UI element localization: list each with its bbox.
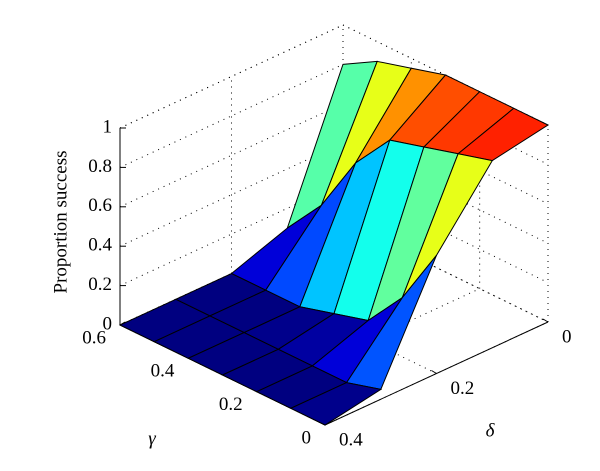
- grid-line: [342, 221, 549, 323]
- surface-patch: [289, 382, 383, 426]
- y-tick: [431, 370, 437, 374]
- y-tick: [542, 318, 549, 323]
- grid-line: [119, 63, 344, 168]
- z-tick-label: 0.6: [88, 195, 112, 216]
- z-tick-label: 0: [103, 313, 113, 334]
- box-edge: [119, 24, 344, 129]
- x-tick-label: 0.6: [82, 327, 106, 348]
- y-tick-label: 0.2: [451, 378, 475, 399]
- z-tick-label: 0.4: [88, 235, 112, 256]
- z-tick-label: 1: [103, 116, 113, 137]
- x-tick-label: 0.2: [219, 394, 243, 415]
- grid-line: [119, 103, 344, 208]
- grid-line: [119, 142, 344, 247]
- x-tick-label: 0.4: [151, 361, 175, 382]
- z-axis-label: Proportion success: [50, 150, 71, 293]
- axis-line: [324, 321, 549, 426]
- y-axis-label: δ: [486, 420, 496, 441]
- y-tick-label: 0.4: [339, 429, 363, 450]
- y-tick-label: 0: [562, 326, 572, 347]
- z-tick-label: 0.2: [88, 274, 112, 295]
- x-axis-label: γ: [148, 428, 156, 449]
- grid-line: [256, 288, 480, 393]
- z-tick-label: 0.8: [88, 156, 112, 177]
- x-tick-label: 0: [302, 427, 312, 448]
